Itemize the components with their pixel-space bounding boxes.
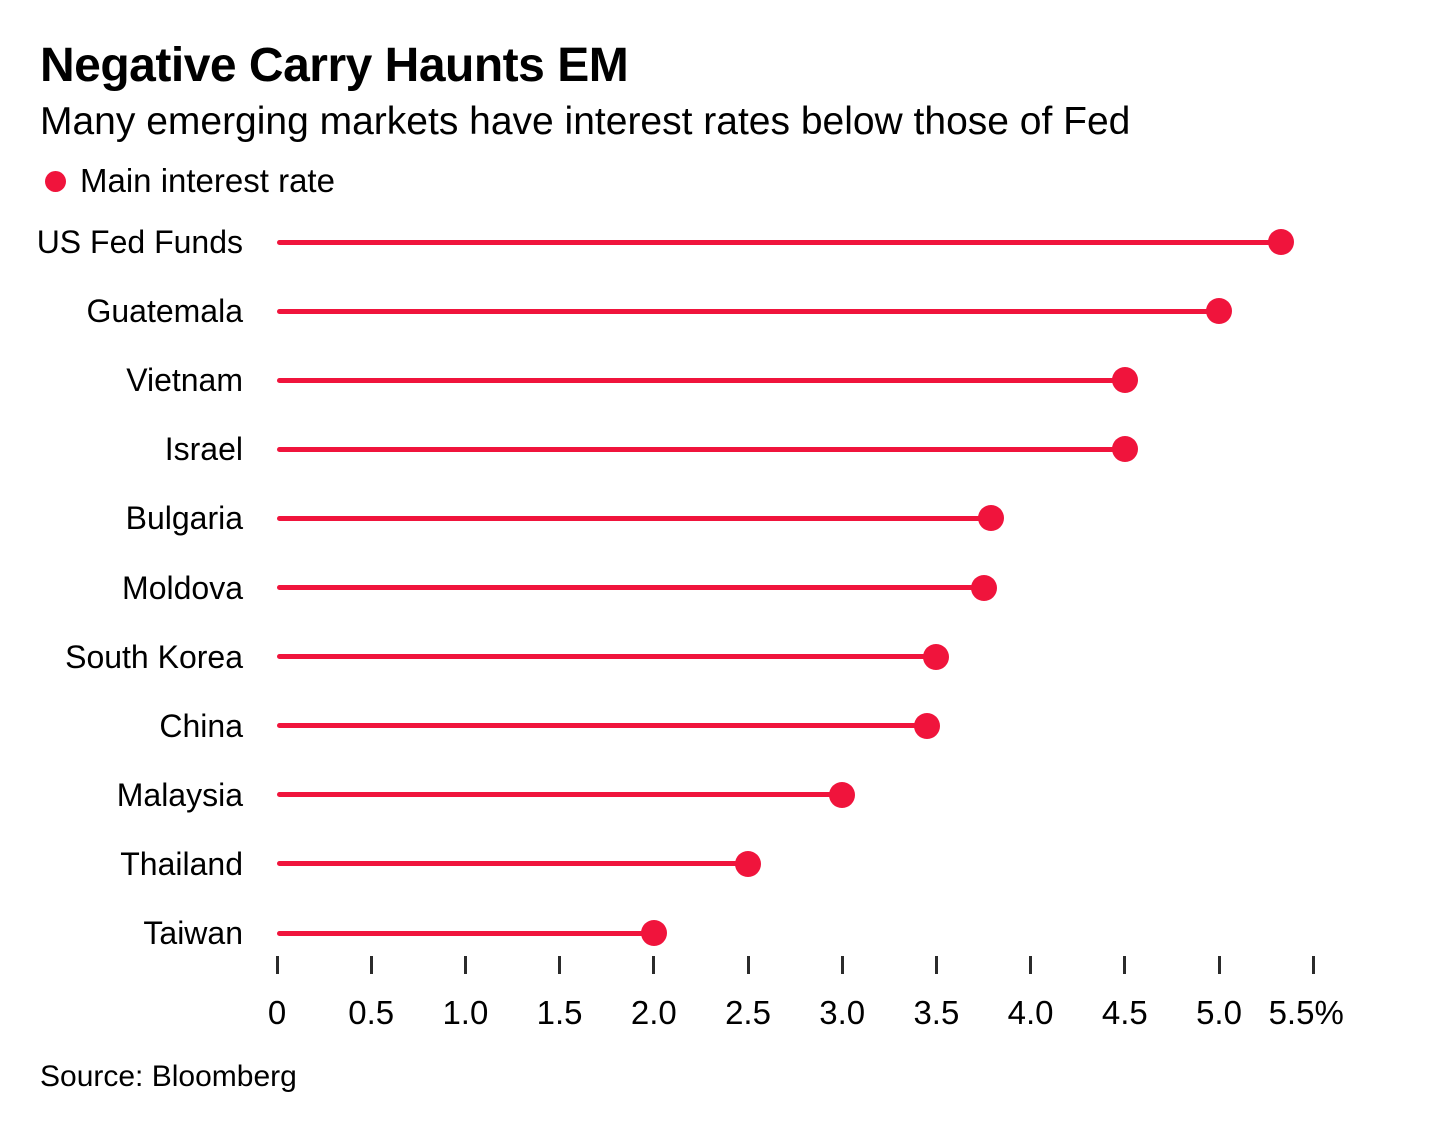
- x-axis-tick-mark: [369, 956, 373, 974]
- x-axis-tick-label: 5.5%: [1268, 994, 1344, 1031]
- x-axis-tick-mark: [275, 956, 279, 974]
- lollipop-dot: [735, 850, 761, 877]
- legend-dot-icon: [45, 170, 66, 192]
- lollipop-dot: [978, 505, 1005, 532]
- x-axis-tick-label: 0.5: [348, 994, 395, 1031]
- lollipop-row: Moldova: [0, 566, 1456, 610]
- x-axis-tick-mark: [1123, 956, 1127, 974]
- lollipop-dot: [1111, 367, 1138, 394]
- x-axis-tick-label: 4.5: [1101, 994, 1148, 1031]
- lollipop-row: US Fed Funds: [0, 220, 1456, 264]
- lollipop-stem: [277, 723, 927, 729]
- x-axis-tick-label: 2.0: [630, 994, 677, 1031]
- row-label: China: [159, 707, 243, 744]
- x-axis-tick-mark: [652, 956, 656, 974]
- x-axis-tick-label: 2.5: [725, 994, 771, 1031]
- chart-title: Negative Carry Haunts EM: [40, 39, 629, 92]
- lollipop-dot: [829, 781, 856, 808]
- lollipop-row: Taiwan: [0, 911, 1456, 955]
- lollipop-row: Israel: [0, 427, 1456, 471]
- lollipop-dot: [970, 574, 997, 601]
- row-label: Taiwan: [143, 915, 243, 951]
- lollipop-row: Thailand: [0, 842, 1456, 886]
- lollipop-stem: [277, 446, 1125, 452]
- row-label: South Korea: [65, 638, 243, 675]
- x-axis-tick-label: 3.0: [819, 994, 866, 1031]
- lollipop-dot: [640, 920, 667, 946]
- lollipop-stem: [277, 239, 1282, 245]
- x-axis-tick-label: 1.0: [442, 994, 489, 1031]
- source-note: Source: Bloomberg: [40, 1060, 297, 1093]
- x-axis-tick-mark: [463, 956, 467, 974]
- row-label: US Fed Funds: [36, 224, 243, 260]
- x-axis-tick-mark: [1217, 956, 1221, 974]
- lollipop-row: China: [0, 704, 1456, 748]
- lollipop-row: Malaysia: [0, 773, 1456, 817]
- x-axis-tick-mark: [1311, 956, 1315, 974]
- row-label: Thailand: [120, 845, 243, 882]
- lollipop-stem: [277, 861, 748, 867]
- lollipop-dot: [1206, 298, 1232, 325]
- lollipop-stem: [277, 654, 937, 660]
- row-label: Bulgaria: [125, 500, 243, 537]
- x-axis-tick-mark: [840, 956, 844, 974]
- row-label: Guatemala: [86, 293, 243, 330]
- lollipop-stem: [277, 515, 992, 521]
- lollipop-stem: [277, 377, 1125, 383]
- legend-label: Main interest rate: [80, 162, 335, 199]
- lollipop-dot: [923, 643, 950, 670]
- lollipop-row: Guatemala: [0, 289, 1456, 333]
- x-axis-tick-label: 4.0: [1007, 994, 1054, 1031]
- x-axis-tick-mark: [934, 956, 938, 974]
- row-label: Moldova: [122, 569, 243, 606]
- row-label: Malaysia: [116, 776, 243, 813]
- lollipop-stem: [277, 930, 654, 936]
- x-axis-tick-mark: [1029, 956, 1033, 974]
- lollipop-stem: [277, 792, 843, 798]
- x-axis-tick-mark: [746, 956, 750, 974]
- lollipop-row: Bulgaria: [0, 496, 1456, 540]
- chart-subtitle: Many emerging markets have interest rate…: [40, 100, 1131, 143]
- x-axis-tick-label: 0: [267, 994, 287, 1031]
- x-axis-tick-mark: [558, 956, 562, 974]
- lollipop-dot: [1111, 436, 1138, 463]
- x-axis-tick-label: 5.0: [1196, 994, 1242, 1031]
- x-axis-tick-label: 3.5: [913, 994, 960, 1031]
- lollipop-stem: [277, 308, 1219, 314]
- legend: Main interest rate: [45, 161, 335, 201]
- lollipop-stem: [277, 585, 984, 590]
- row-label: Israel: [164, 431, 243, 468]
- lollipop-row: Vietnam: [0, 358, 1456, 402]
- row-label: Vietnam: [126, 362, 243, 399]
- x-axis-tick-label: 1.5: [536, 994, 583, 1031]
- lollipop-row: South Korea: [0, 635, 1456, 679]
- lollipop-dot: [1268, 229, 1295, 255]
- lollipop-dot: [913, 712, 940, 739]
